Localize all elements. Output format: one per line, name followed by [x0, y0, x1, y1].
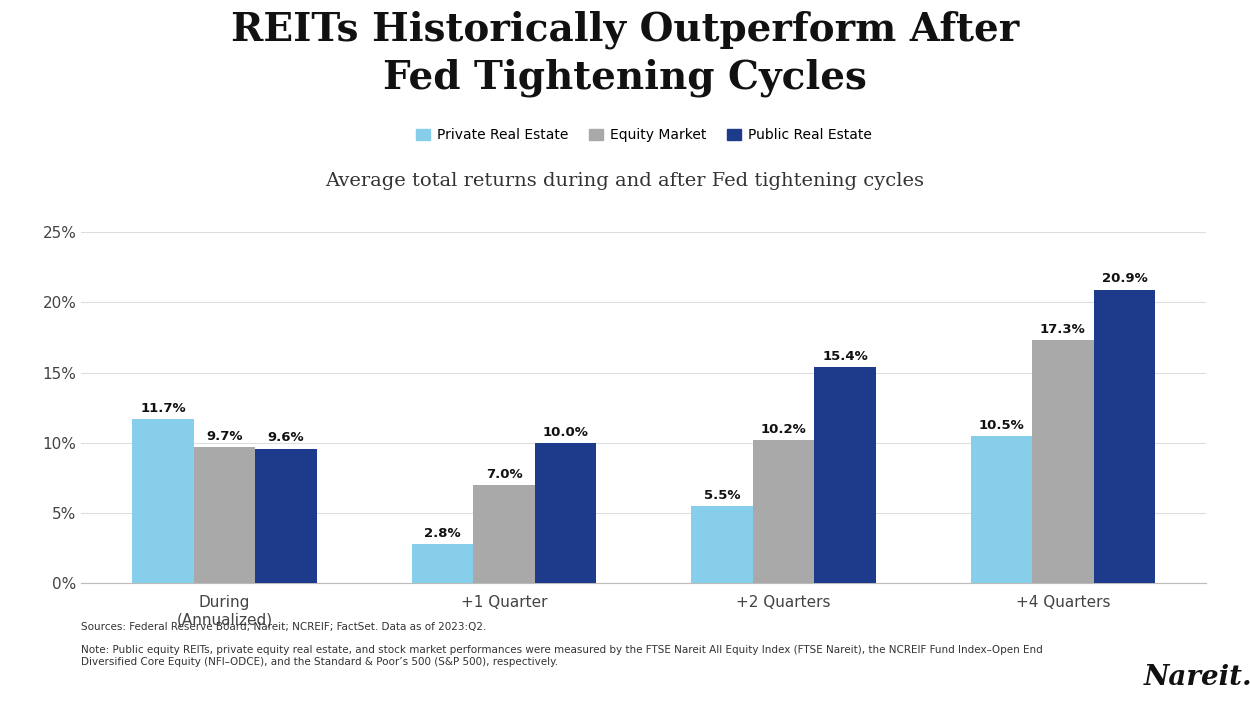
Bar — [752, 440, 814, 583]
Text: Average total returns during and after Fed tightening cycles: Average total returns during and after F… — [325, 172, 925, 191]
Bar — [691, 506, 752, 583]
Text: 10.0%: 10.0% — [542, 426, 589, 439]
Bar — [132, 419, 194, 583]
Text: 9.6%: 9.6% — [268, 432, 305, 444]
Bar — [1032, 340, 1094, 583]
Bar — [535, 443, 596, 583]
Bar — [255, 449, 316, 583]
Bar — [1094, 290, 1155, 583]
Text: 15.4%: 15.4% — [822, 350, 867, 363]
Legend: Private Real Estate, Equity Market, Public Real Estate: Private Real Estate, Equity Market, Publ… — [410, 122, 878, 148]
Text: 7.0%: 7.0% — [486, 468, 522, 481]
Text: Note: Public equity REITs, private equity real estate, and stock market performa: Note: Public equity REITs, private equit… — [81, 645, 1042, 667]
Text: Sources: Federal Reserve Board; Nareit; NCREIF; FactSet. Data as of 2023:Q2.: Sources: Federal Reserve Board; Nareit; … — [81, 622, 486, 632]
Bar — [411, 544, 474, 583]
Bar — [971, 436, 1032, 583]
Bar — [194, 447, 255, 583]
Text: 2.8%: 2.8% — [424, 527, 461, 540]
Bar — [814, 367, 876, 583]
Bar — [474, 485, 535, 583]
Text: 11.7%: 11.7% — [140, 402, 186, 415]
Text: 10.2%: 10.2% — [760, 423, 806, 436]
Text: REITs Historically Outperform After
Fed Tightening Cycles: REITs Historically Outperform After Fed … — [231, 11, 1019, 96]
Text: 17.3%: 17.3% — [1040, 323, 1086, 336]
Text: 20.9%: 20.9% — [1101, 273, 1148, 285]
Text: 9.7%: 9.7% — [206, 430, 242, 443]
Text: Nareit.: Nareit. — [1144, 664, 1250, 691]
Text: 10.5%: 10.5% — [979, 419, 1024, 432]
Text: 5.5%: 5.5% — [704, 489, 740, 502]
